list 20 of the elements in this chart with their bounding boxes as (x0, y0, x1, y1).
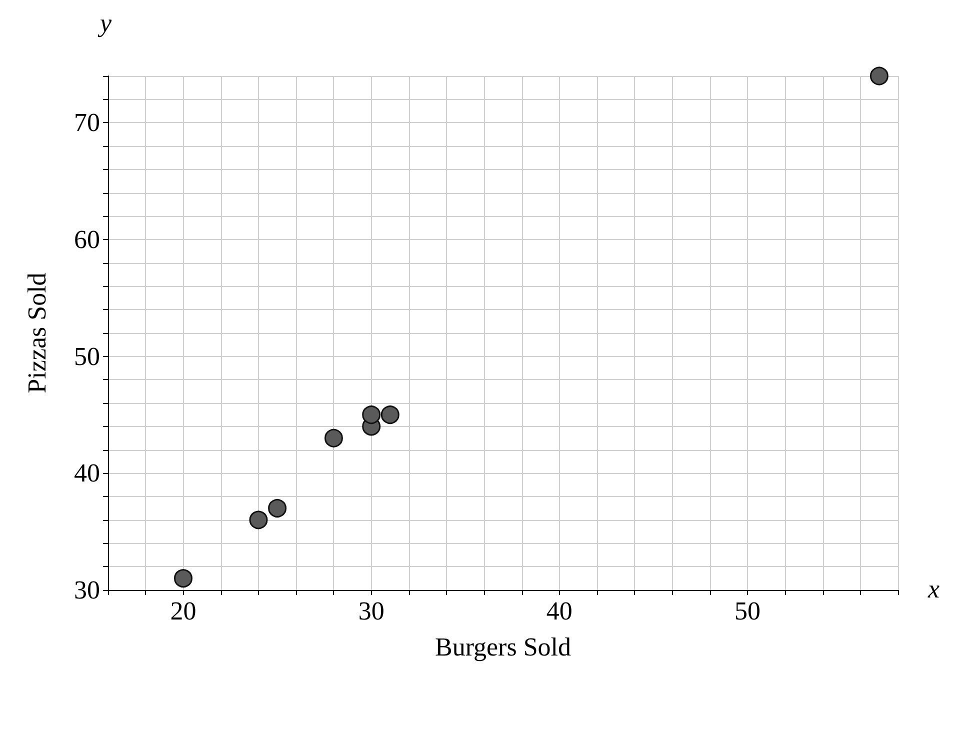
text: x (927, 574, 940, 604)
x-tick-label: 50 (734, 596, 761, 626)
y-axis-title: Pizzas Sold (22, 272, 52, 394)
text: y (97, 8, 112, 38)
x-tick-label: 20 (170, 596, 196, 626)
point (870, 66, 888, 86)
y-tick-label: 50 (74, 342, 100, 371)
y-tick-label: 70 (74, 108, 100, 138)
point (174, 569, 192, 588)
point (268, 498, 287, 518)
y-tick-label: 60 (74, 225, 100, 254)
point (324, 428, 343, 448)
x-tick-label: 30 (358, 596, 384, 626)
x-tick-label: 40 (546, 596, 572, 626)
point (249, 510, 268, 530)
x-axis-title: Burgers Sold (434, 632, 572, 662)
point (380, 406, 400, 424)
y-tick-label: 30 (74, 576, 100, 604)
point (362, 406, 381, 424)
y-tick-label: 40 (74, 458, 100, 488)
